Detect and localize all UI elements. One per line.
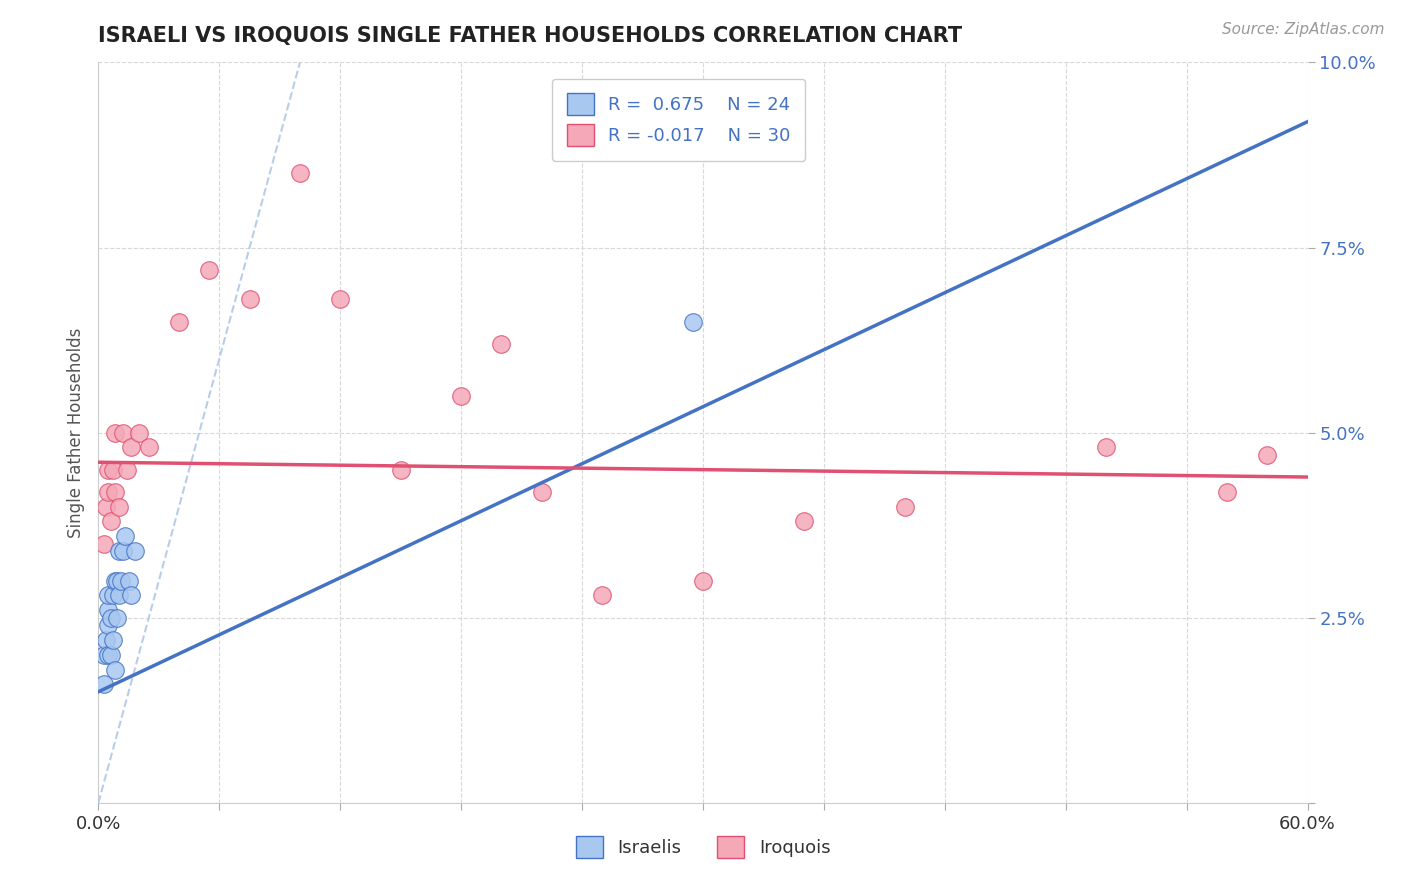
Point: [1216, 484, 1239, 499]
Point: [793, 515, 815, 529]
Point: [110, 574, 132, 588]
Point: [100, 610, 122, 624]
Point: [124, 544, 146, 558]
Point: [239, 293, 262, 307]
Point: [167, 314, 190, 328]
Text: Source: ZipAtlas.com: Source: ZipAtlas.com: [1222, 22, 1385, 37]
Point: [329, 293, 352, 307]
Point: [530, 484, 553, 499]
Point: [682, 314, 704, 328]
Legend: R =  0.675    N = 24, R = -0.017    N = 30: R = 0.675 N = 24, R = -0.017 N = 30: [553, 78, 806, 161]
Point: [198, 262, 221, 277]
Point: [103, 574, 125, 588]
Point: [97, 603, 120, 617]
Point: [103, 425, 125, 440]
Point: [115, 462, 138, 476]
Point: [97, 484, 120, 499]
Point: [120, 589, 142, 603]
Point: [107, 589, 129, 603]
Point: [114, 529, 136, 543]
Point: [103, 663, 125, 677]
Point: [591, 589, 613, 603]
Point: [491, 336, 513, 351]
Point: [288, 166, 311, 180]
Point: [111, 544, 134, 558]
Point: [93, 677, 115, 691]
Legend: Israelis, Iroquois: Israelis, Iroquois: [568, 829, 838, 865]
Point: [101, 462, 124, 476]
Point: [100, 515, 122, 529]
Point: [389, 462, 412, 476]
Point: [692, 574, 714, 588]
Point: [107, 500, 129, 514]
Point: [97, 648, 120, 662]
Point: [118, 574, 141, 588]
Point: [97, 618, 120, 632]
Point: [96, 500, 118, 514]
Point: [101, 632, 124, 647]
Point: [105, 610, 128, 624]
Point: [93, 536, 115, 550]
Point: [893, 500, 915, 514]
Point: [128, 425, 150, 440]
Text: ISRAELI VS IROQUOIS SINGLE FATHER HOUSEHOLDS CORRELATION CHART: ISRAELI VS IROQUOIS SINGLE FATHER HOUSEH…: [98, 26, 963, 45]
Point: [107, 544, 129, 558]
Point: [111, 425, 134, 440]
Point: [100, 648, 122, 662]
Point: [96, 632, 118, 647]
Point: [450, 388, 472, 402]
Point: [120, 441, 142, 455]
Point: [105, 574, 128, 588]
Point: [93, 648, 115, 662]
Point: [103, 484, 125, 499]
Point: [1095, 441, 1118, 455]
Point: [101, 589, 124, 603]
Point: [97, 462, 120, 476]
Point: [97, 589, 120, 603]
Y-axis label: Single Father Households: Single Father Households: [66, 327, 84, 538]
Point: [138, 441, 160, 455]
Point: [1256, 448, 1278, 462]
